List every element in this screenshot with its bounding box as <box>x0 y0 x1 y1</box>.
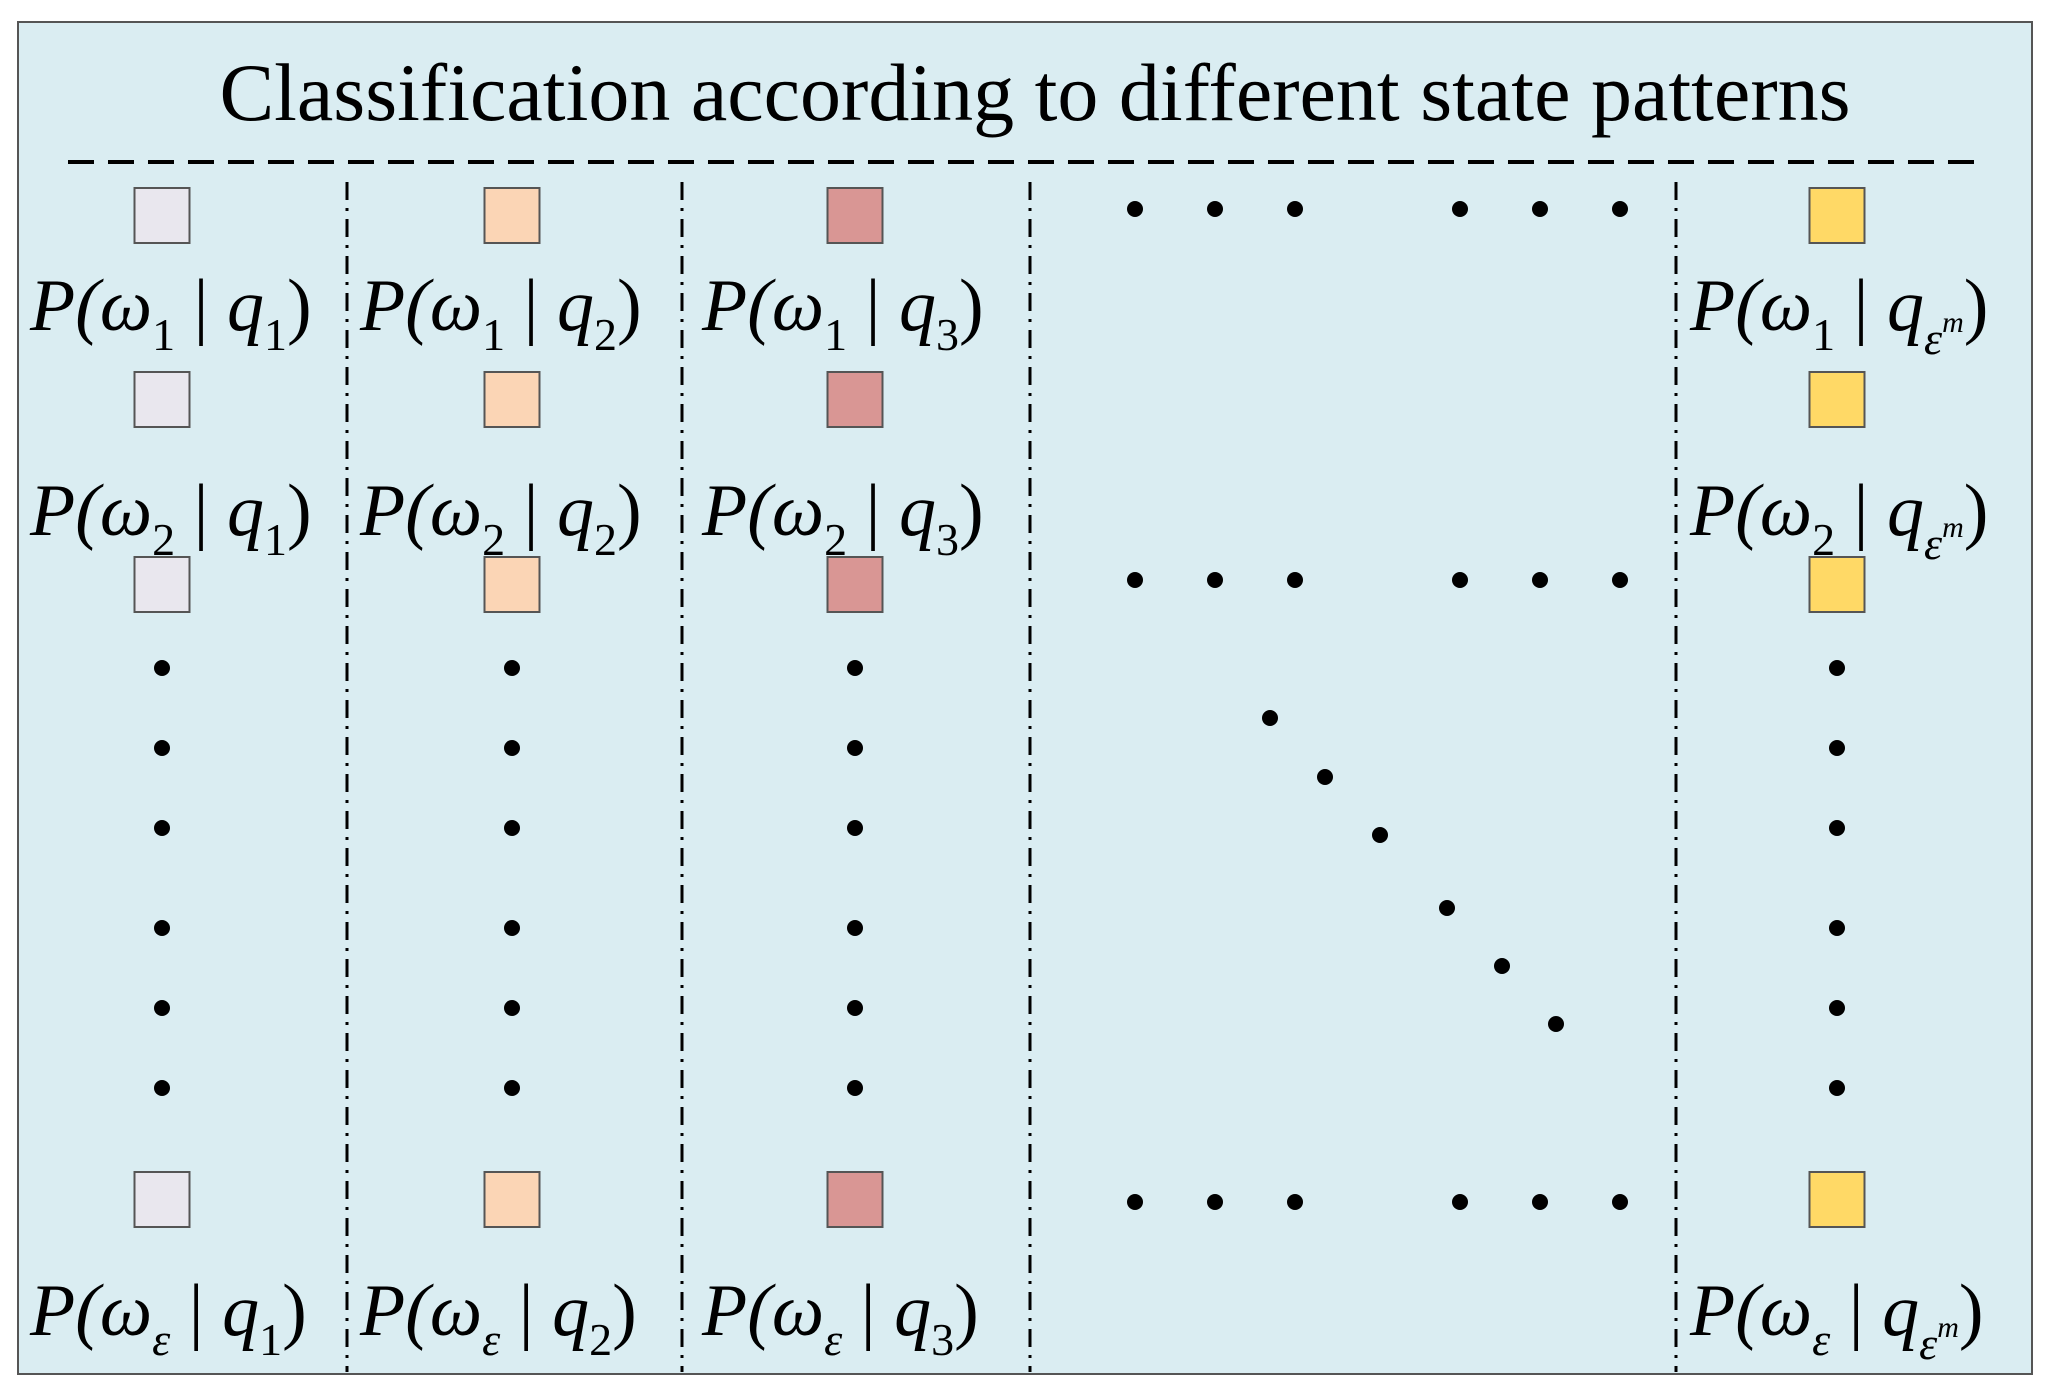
probability-label: P(ω1 | q3) <box>701 265 984 360</box>
vertical-ellipsis-dot-qm <box>1829 1080 1845 1096</box>
diagonal-ellipsis-dot <box>1372 827 1388 843</box>
horizontal-ellipsis-dot <box>1532 572 1548 588</box>
state-square-qm-2 <box>1808 371 1866 428</box>
horizontal-ellipsis-dot <box>1207 1194 1223 1210</box>
probability-label: P(ω2 | qεm) <box>1689 470 1988 569</box>
state-square-q1-2 <box>133 371 191 428</box>
column-qm: P(ω1 | qεm) P(ω2 | qεm) P(ωε | qεm) <box>1689 187 1988 1369</box>
vertical-ellipsis-dot-q2 <box>504 660 520 676</box>
state-square-qm-3 <box>1808 556 1866 613</box>
state-square-q3-1 <box>826 187 884 244</box>
vertical-ellipsis-dot-q3 <box>847 1000 863 1016</box>
horizontal-ellipsis-dot <box>1612 201 1628 217</box>
horizontal-ellipsis-dot <box>1127 572 1143 588</box>
vertical-ellipsis-dot-qm <box>1829 920 1845 936</box>
diagonal-ellipsis-dot <box>1548 1016 1564 1032</box>
vertical-ellipsis-dot-qm <box>1829 740 1845 756</box>
horizontal-ellipsis-dot <box>1287 1194 1303 1210</box>
vertical-ellipsis-dot-q3 <box>847 740 863 756</box>
vertical-ellipsis-dot-q2 <box>504 1080 520 1096</box>
vertical-ellipsis-dot-qm <box>1829 820 1845 836</box>
probability-label: P(ω1 | qεm) <box>1689 265 1988 364</box>
vertical-ellipsis-dot-q1 <box>154 1000 170 1016</box>
horizontal-ellipsis-dot <box>1612 1194 1628 1210</box>
vertical-ellipsis-dot-q2 <box>504 740 520 756</box>
vertical-ellipsis-dot-q3 <box>847 1080 863 1096</box>
state-square-q3-4 <box>826 1171 884 1228</box>
state-square-q3-2 <box>826 371 884 428</box>
horizontal-ellipsis-dot <box>1207 572 1223 588</box>
vertical-ellipsis-dot-q1 <box>154 920 170 936</box>
state-square-q2-3 <box>483 556 541 613</box>
vertical-ellipsis-dot-q2 <box>504 1000 520 1016</box>
diagonal-ellipsis-dot <box>1262 710 1278 726</box>
diagonal-ellipsis-dot <box>1494 958 1510 974</box>
vertical-ellipsis-dot-q3 <box>847 920 863 936</box>
state-square-q2-1 <box>483 187 541 244</box>
ellipsis-dots <box>154 201 1845 1210</box>
state-square-q2-2 <box>483 371 541 428</box>
horizontal-ellipsis-dot <box>1532 201 1548 217</box>
horizontal-ellipsis-dot <box>1287 572 1303 588</box>
diagonal-ellipsis-dot <box>1317 769 1333 785</box>
probability-label: P(ωε | q2) <box>359 1270 637 1365</box>
horizontal-ellipsis-dot <box>1127 201 1143 217</box>
state-square-qm-1 <box>1808 187 1866 244</box>
state-square-q3-3 <box>826 556 884 613</box>
column-q3: P(ω1 | q3) P(ω2 | q3) P(ωε | q3) <box>701 187 984 1365</box>
vertical-ellipsis-dot-q1 <box>154 820 170 836</box>
vertical-ellipsis-dot-q1 <box>154 1080 170 1096</box>
state-square-q1-4 <box>133 1171 191 1228</box>
vertical-ellipsis-dot-q3 <box>847 660 863 676</box>
vertical-ellipsis-dot-q1 <box>154 740 170 756</box>
horizontal-ellipsis-dot <box>1452 1194 1468 1210</box>
horizontal-ellipsis-dot <box>1532 1194 1548 1210</box>
horizontal-ellipsis-dot <box>1207 201 1223 217</box>
column-q2: P(ω1 | q2) P(ω2 | q2) P(ωε | q2) <box>359 187 642 1365</box>
probability-label: P(ω1 | q2) <box>359 265 642 360</box>
vertical-ellipsis-dot-qm <box>1829 660 1845 676</box>
state-square-q2-4 <box>483 1171 541 1228</box>
state-square-q1-1 <box>133 187 191 244</box>
vertical-ellipsis-dot-q3 <box>847 820 863 836</box>
diagram-title: Classification according to different st… <box>219 47 1850 138</box>
probability-label: P(ω1 | q1) <box>29 265 312 360</box>
probability-label: P(ωε | qεm) <box>1689 1270 1984 1369</box>
horizontal-ellipsis-dot <box>1287 201 1303 217</box>
vertical-ellipsis-dot-q2 <box>504 920 520 936</box>
probability-label: P(ω2 | q3) <box>701 470 984 565</box>
vertical-ellipsis-dot-q2 <box>504 820 520 836</box>
state-square-q1-3 <box>133 556 191 613</box>
state-square-qm-4 <box>1808 1171 1866 1228</box>
probability-label: P(ω2 | q2) <box>359 470 642 565</box>
probability-label: P(ωε | q3) <box>701 1270 979 1365</box>
horizontal-ellipsis-dot <box>1452 572 1468 588</box>
horizontal-ellipsis-dot <box>1452 201 1468 217</box>
horizontal-ellipsis-dot <box>1612 572 1628 588</box>
horizontal-ellipsis-dot <box>1127 1194 1143 1210</box>
vertical-ellipsis-dot-qm <box>1829 1000 1845 1016</box>
probability-label: P(ωε | q1) <box>29 1270 307 1365</box>
column-cells: P(ω1 | q1) P(ω2 | q1) P(ωε | q1) P(ω1 | q2)… <box>29 187 1988 1369</box>
diagram-background <box>17 21 2033 1375</box>
probability-label: P(ω2 | q1) <box>29 470 312 565</box>
vertical-ellipsis-dot-q1 <box>154 660 170 676</box>
column-q1: P(ω1 | q1) P(ω2 | q1) P(ωε | q1) <box>29 187 312 1365</box>
column-separators <box>345 182 1678 1372</box>
diagonal-ellipsis-dot <box>1439 900 1455 916</box>
